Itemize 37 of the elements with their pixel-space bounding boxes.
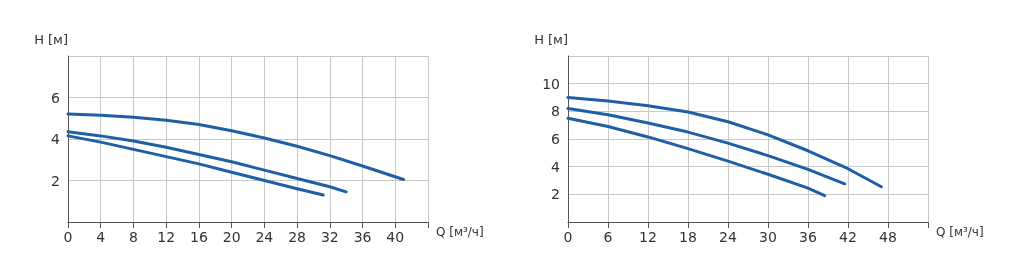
x-tick-label: 0: [63, 229, 73, 245]
y-tick-label: 8: [551, 103, 560, 120]
y-tick-label: 10: [542, 75, 560, 92]
x-tick-label: 16: [190, 229, 208, 245]
x-tick-label: 42: [839, 229, 857, 245]
x-axis-title: Q [м³/ч]: [436, 225, 484, 239]
x-tick-label: 6: [603, 229, 613, 245]
line-series: [566, 116, 827, 198]
x-tick-label: 24: [719, 229, 737, 245]
x-tick-label: 32: [320, 229, 339, 245]
x-tick-label: 4: [96, 229, 106, 245]
x-axis-title: Q [м³/ч]: [936, 225, 984, 239]
y-tick-label: 4: [51, 131, 61, 147]
line-series: [566, 107, 847, 186]
line-series: [66, 112, 405, 181]
line-series: [566, 96, 883, 189]
line-series: [66, 130, 348, 194]
x-tick-label: 12: [639, 229, 657, 245]
y-tick-label: 2: [551, 186, 560, 203]
x-tick-label: 0: [563, 229, 573, 245]
x-tick-label: 20: [222, 229, 241, 245]
y-tick-label: 2: [51, 172, 60, 189]
y-axis-title: H [м]: [534, 32, 568, 47]
x-tick-label: 18: [679, 229, 697, 245]
x-tick-label: 30: [759, 229, 777, 245]
y-tick-label: 6: [51, 89, 61, 106]
x-tick-label: 36: [353, 229, 372, 245]
x-tick-label: 36: [799, 229, 817, 245]
y-tick-label: 6: [551, 131, 561, 147]
x-tick-label: 24: [255, 229, 274, 245]
x-tick-label: 40: [386, 229, 405, 245]
x-tick-label: 12: [157, 229, 176, 245]
y-axis-title: H [м]: [34, 32, 68, 47]
x-tick-label: 48: [879, 229, 897, 245]
y-tick-label: 4: [551, 158, 561, 175]
x-tick-label: 28: [288, 229, 306, 245]
x-tick-label: 8: [128, 229, 138, 245]
